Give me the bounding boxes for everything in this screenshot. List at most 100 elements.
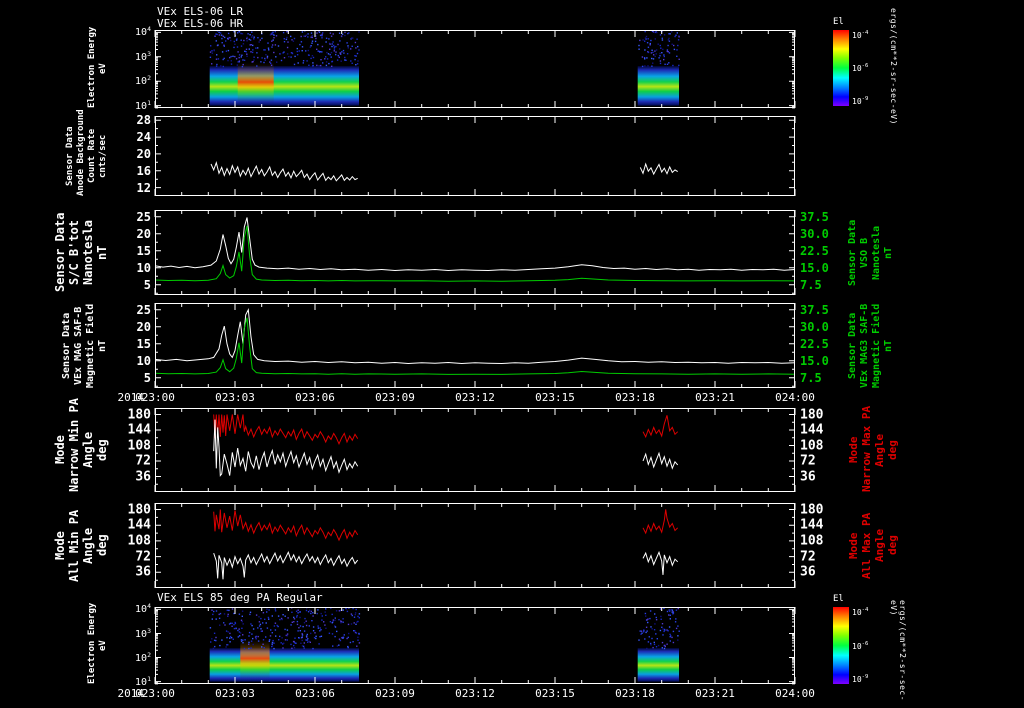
spectrogram-pixel [272, 33, 274, 35]
spectrogram-pixel [225, 646, 227, 648]
spectrogram-pixel [211, 618, 213, 620]
spectrogram-pixel [666, 49, 669, 51]
spectrogram-pixel [347, 636, 349, 639]
spectrogram-pixel [645, 631, 647, 634]
spectrogram-pixel [268, 609, 270, 611]
y-tick-label: 25 [136, 302, 151, 317]
spectrogram-pixel [329, 32, 332, 34]
spectrogram-pixel [643, 629, 645, 631]
spectrogram-pixel [299, 611, 301, 613]
spectrogram-pixel [249, 44, 251, 46]
x-tick-label: 023:06 [295, 687, 335, 700]
spectrogram-pixel [678, 64, 680, 67]
spectrogram-pixel [673, 48, 676, 51]
y-tick-label: 108 [127, 533, 151, 549]
spectrogram-pixel [291, 647, 293, 649]
y-tick-label: 25 [136, 209, 151, 224]
spectrogram-pixel [336, 59, 339, 61]
spectrogram-pixel [334, 625, 336, 627]
spectrogram-pixel [640, 630, 643, 632]
spectrogram-pixel [303, 630, 306, 632]
spectrogram-pixel [313, 637, 316, 639]
spectrogram-pixel [275, 635, 277, 637]
spectrogram-pixel [238, 631, 241, 633]
colorbar-tick-label: 10-6 [852, 63, 869, 73]
spectrogram-pixel [263, 61, 265, 64]
spectrogram-pixel [668, 614, 670, 616]
spectrogram-pixel [346, 610, 349, 613]
spectrogram-pixel [318, 65, 320, 67]
y-tick-label-right: 36 [800, 564, 816, 580]
spectrogram-pixel [253, 36, 255, 38]
spectrogram-pixel [291, 611, 293, 613]
spectrogram-pixel [319, 51, 321, 53]
spectrogram-pixel [645, 615, 647, 617]
spectrogram-pixel [279, 618, 281, 621]
spectrogram-pixel [342, 621, 344, 623]
spectrogram-pixel [350, 38, 352, 40]
spectrogram-pixel [318, 31, 321, 33]
spectrogram-pixel [305, 635, 308, 637]
spectrogram-pixel [286, 639, 288, 641]
spectrogram-pixel [310, 36, 312, 38]
spectrogram-pixel [223, 45, 225, 47]
spectrogram-pixel [350, 60, 352, 62]
spectrogram-pixel [257, 640, 260, 642]
spectrogram-pixel [672, 611, 674, 613]
spectrogram-pixel [305, 639, 307, 641]
spectrogram-pixel [219, 644, 221, 647]
spectrogram-pixel [282, 52, 284, 54]
spectrogram-pixel [663, 58, 665, 61]
spectrogram-pixel [251, 31, 253, 33]
panel-anode-bg-count: 28 24 20 16 12 Sensor Data Anode Background Cou… [65, 109, 796, 196]
x-tick-label: 023:15 [535, 687, 575, 700]
x-tick-label: 023:06 [295, 391, 335, 404]
spectrogram-pixel [273, 647, 275, 650]
spectrogram-pixel [301, 634, 304, 636]
spectrogram-pixel [260, 61, 262, 63]
spectrogram-pixel [347, 45, 349, 47]
spectrogram-pixel [310, 610, 312, 613]
spectrogram-pixel [256, 52, 258, 54]
spectrogram-pixel [312, 615, 314, 617]
spectrogram-pixel [347, 645, 349, 648]
spectrogram-pixel [255, 47, 257, 49]
spectrogram-pixel [311, 40, 314, 42]
title-els-hr: VEx ELS-06 HR [157, 17, 244, 30]
spectrogram-pixel [640, 633, 642, 635]
spectrogram-pixel [311, 36, 313, 39]
spectrogram-pixel [229, 56, 231, 59]
spectrogram-pixel [321, 35, 323, 37]
spectrogram-pixel [325, 64, 328, 67]
panel-els-energy-top: 104 103 102 101 Electron Energy eV [87, 26, 796, 111]
spectrogram-pixel [660, 618, 662, 620]
spectrogram-pixel [321, 33, 323, 36]
spectrogram-pixel [330, 35, 333, 37]
panel-vex-mag-saf-b: 25 20 15 10 5 37.5 30.0 22.5 15.0 7.5 Sensor Data V… [61, 303, 894, 388]
spectrogram-pixel [240, 619, 243, 621]
spectrogram-pixel [357, 615, 359, 618]
y-tick-label: 102 [135, 650, 151, 664]
spectrogram-pixel [317, 627, 320, 629]
spectrogram-pixel [331, 61, 333, 63]
spectrogram-pixel [321, 37, 323, 39]
spectrogram-pixel [669, 640, 671, 642]
spectrogram-pixel [233, 46, 235, 49]
spectrogram-pixel [299, 616, 301, 619]
spectrogram-pixel [333, 46, 336, 48]
spectrogram-pixel [319, 630, 321, 632]
spectrogram-pixel [325, 61, 328, 63]
spectrogram-pixel [331, 633, 334, 635]
spectrogram-pixel [295, 642, 297, 644]
spectrogram-pixel [238, 628, 240, 630]
spectrogram-pixel [302, 645, 305, 648]
spectrogram-pixel [247, 33, 249, 35]
y-tick-label-right: 72 [800, 453, 816, 469]
spectrogram-els-energy-85deg [209, 607, 680, 682]
spectrogram-pixel [299, 625, 302, 627]
spectrogram-pixel [271, 32, 273, 34]
spectrogram-pixel [301, 639, 303, 642]
spectrogram-pixel [254, 636, 257, 638]
colorbar-top: El 10-4 10-6 10-9 [833, 17, 868, 106]
spectrogram-pixel [244, 639, 246, 641]
